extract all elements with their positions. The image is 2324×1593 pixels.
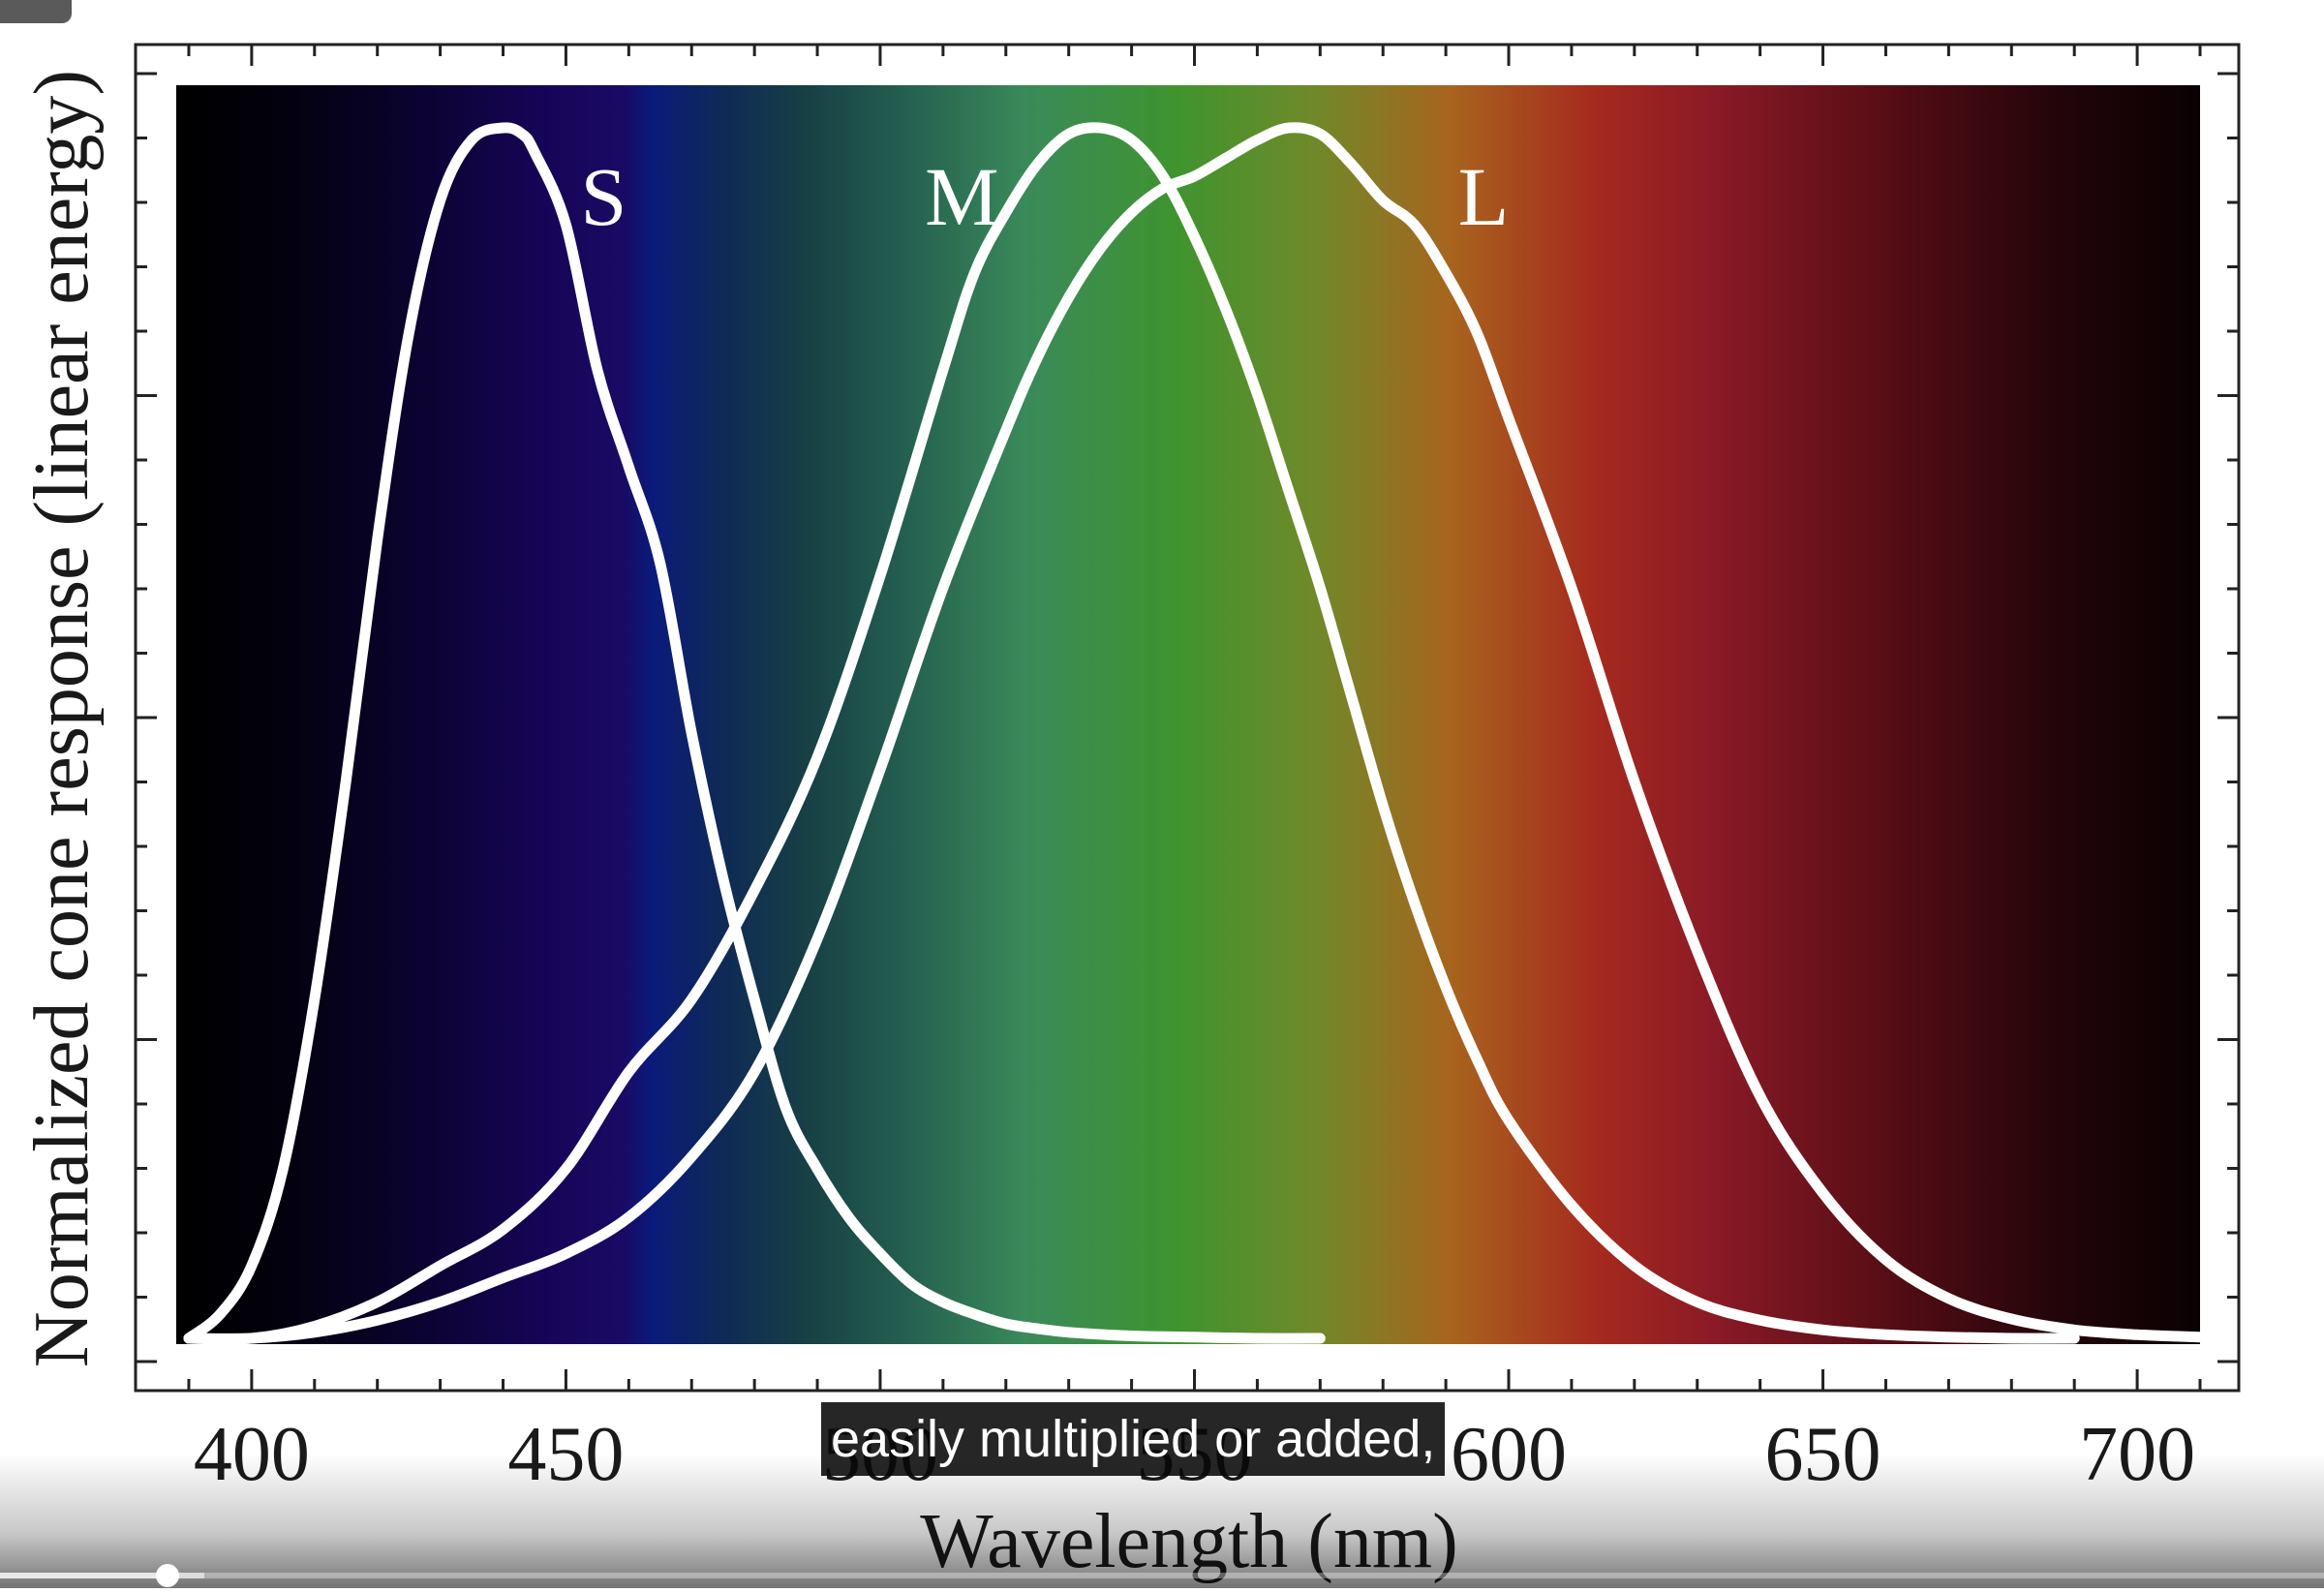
axis-ticks	[136, 45, 2239, 1391]
x-axis-label: Wavelength (nm)	[920, 1499, 1458, 1584]
curve-m	[183, 122, 2080, 1345]
curve-l	[183, 122, 2206, 1344]
x-tick-label: 700	[2079, 1412, 2195, 1497]
progress-bar[interactable]	[0, 1564, 2324, 1587]
y-axis-label: Normalized cone response (linear energy)	[19, 70, 105, 1367]
corner-tab	[0, 0, 72, 23]
scrubber-handle[interactable]	[155, 1564, 179, 1587]
annotation-m: M	[925, 150, 998, 243]
x-tick-label: 600	[1451, 1412, 1567, 1497]
x-tick-label: 400	[194, 1412, 310, 1497]
x-tick-label: 650	[1765, 1412, 1881, 1497]
progress-played	[0, 1573, 168, 1578]
subtitle-caption: easily multiplied or added,	[821, 1402, 1446, 1476]
annotation-l: L	[1458, 150, 1510, 243]
spectrum-background	[176, 85, 2200, 1344]
x-tick-label: 450	[507, 1412, 624, 1497]
cone-curves	[183, 122, 2206, 1345]
curve-s	[183, 122, 1326, 1344]
annotation-s: S	[580, 150, 627, 243]
